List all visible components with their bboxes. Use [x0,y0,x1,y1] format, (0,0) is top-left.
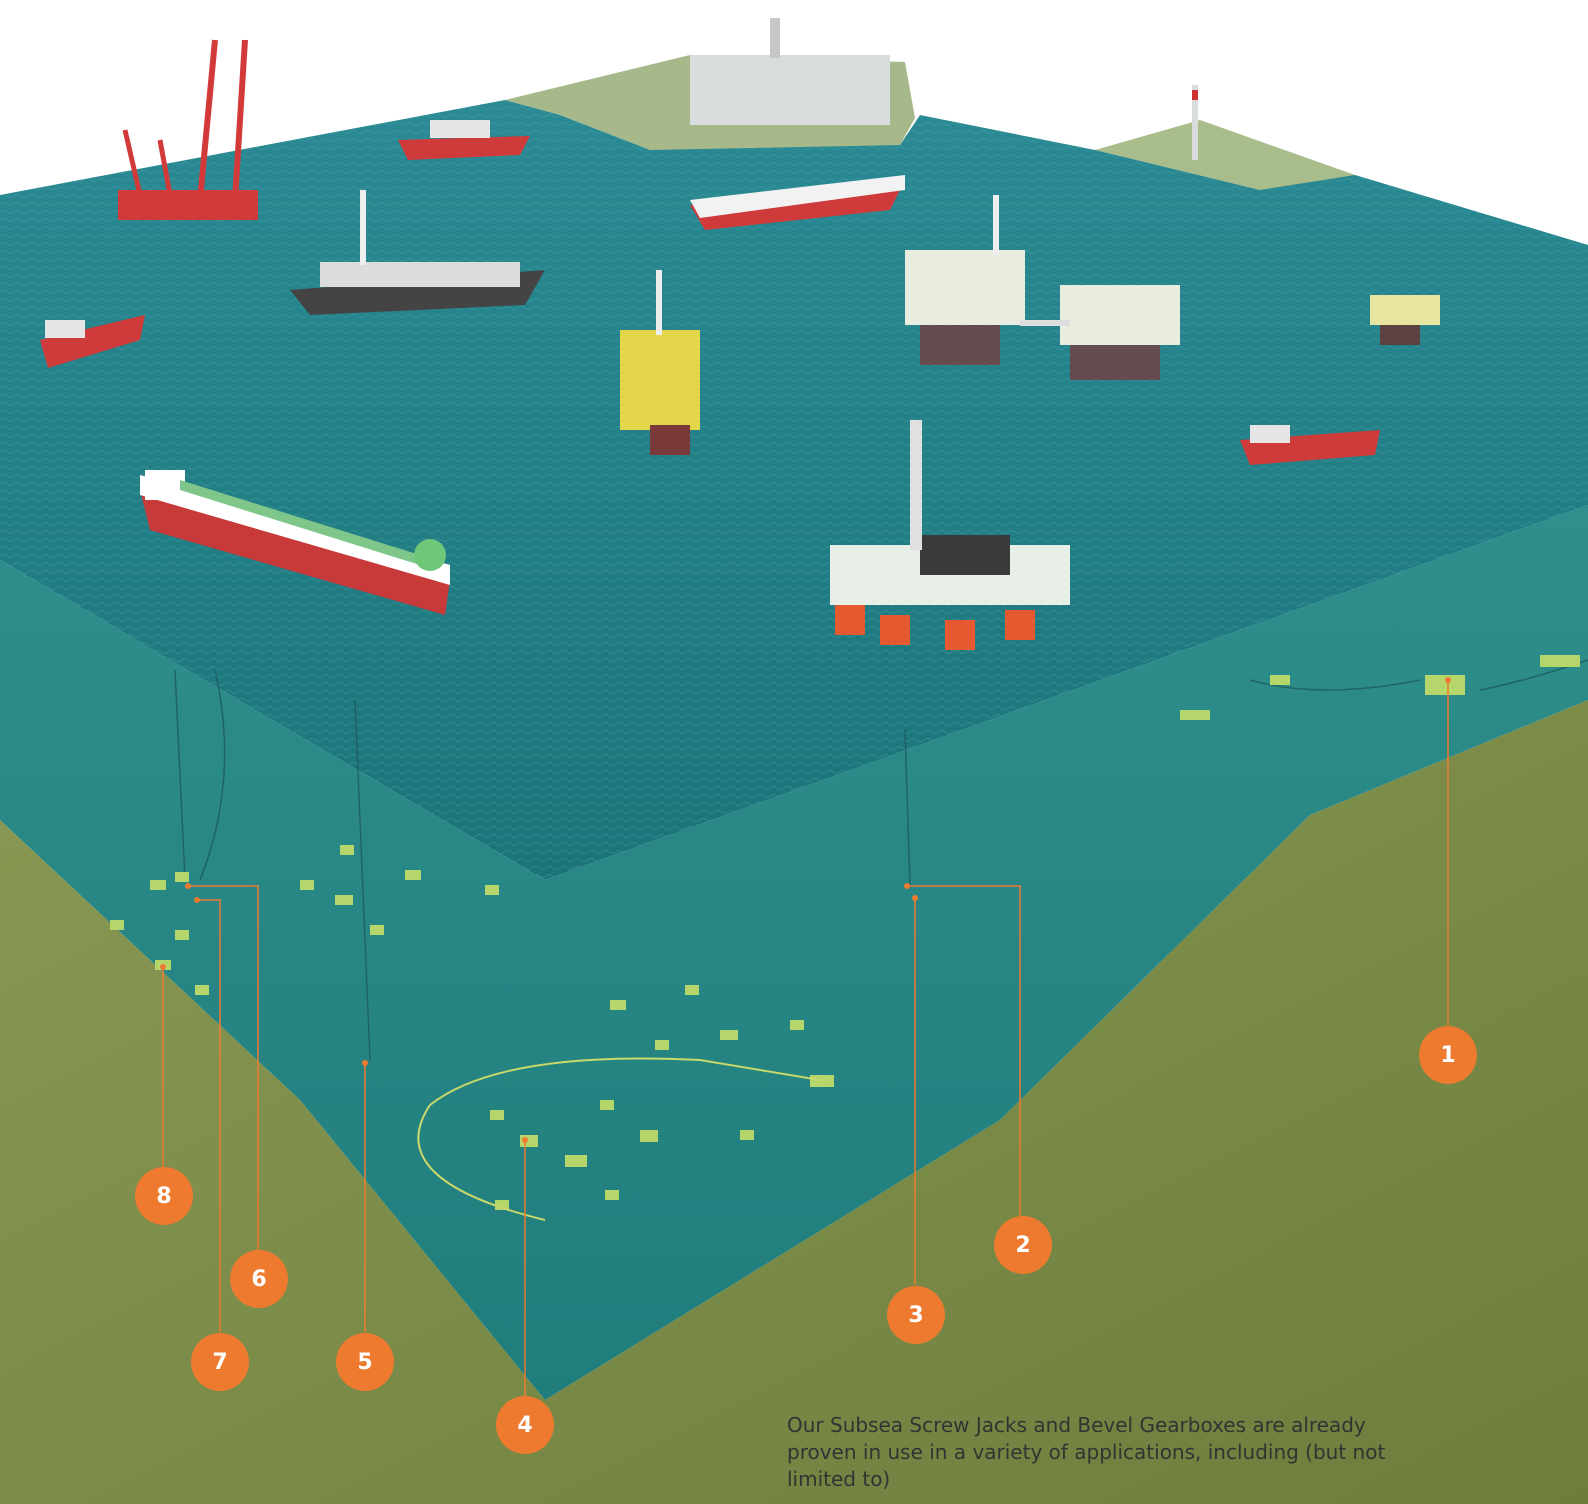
crane-barge [118,39,258,220]
supply-vessel-left [40,315,145,368]
subsea-template-center [610,985,834,1087]
fpso-dark [290,190,545,315]
semi-submersible-rig [830,420,1070,650]
marker-7[interactable]: 7 [191,1333,249,1391]
marker-2[interactable]: 2 [994,1216,1052,1274]
callout-line-2 [907,885,1021,1218]
flowline-loop [417,1057,821,1221]
marker-8[interactable]: 8 [135,1167,193,1225]
marker-3[interactable]: 3 [887,1286,945,1344]
onshore-plant [690,18,890,125]
marker-1[interactable]: 1 [1419,1026,1477,1084]
supply-vessel-right [1240,425,1380,465]
seabed-block [0,700,1588,1504]
callout-line-7 [197,899,221,1332]
marker-5[interactable]: 5 [336,1333,394,1391]
marker-4[interactable]: 4 [496,1396,554,1454]
subsea-template-mid [300,845,499,935]
flare-tower [1192,85,1198,160]
onshore-land-right [1095,120,1355,195]
callout-points [160,677,1451,1143]
risers [174,659,1588,1061]
lng-carrier [690,175,905,230]
fpso-ship [140,470,450,615]
supply-vessel-top [398,120,530,160]
marker-6[interactable]: 6 [230,1250,288,1308]
caption-text: Our Subsea Screw Jacks and Bevel Gearbox… [787,1413,1386,1491]
subsea-structure-right [1180,655,1580,720]
spar-platform [620,270,700,455]
callout-lines [162,680,1449,1398]
underwater-volume [0,505,1588,1400]
callout-line-6 [188,885,259,1252]
small-platform-right [1370,295,1440,345]
fixed-platform-complex [905,195,1180,380]
